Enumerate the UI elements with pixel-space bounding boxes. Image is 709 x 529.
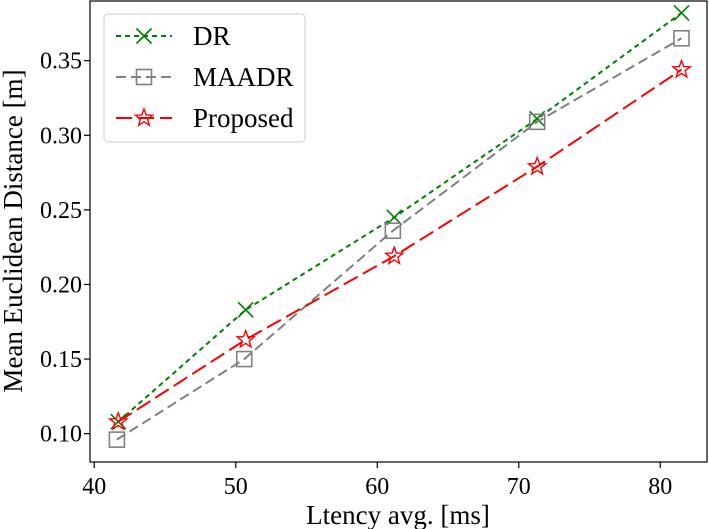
x-tick-label: 50 (224, 474, 248, 500)
x-axis: 40 50 60 70 80 (82, 462, 672, 500)
y-tick-label: 0.30 (40, 123, 82, 149)
series-layer (107, 4, 692, 448)
x-tick-label: 70 (507, 474, 531, 500)
legend-box (103, 13, 306, 143)
y-tick-label: 0.15 (40, 347, 82, 373)
data-point-maadr (235, 350, 253, 368)
data-point-dr (673, 4, 690, 22)
y-tick-label: 0.20 (40, 272, 82, 298)
legend: DR MAADR Proposed (103, 13, 306, 143)
legend-marker (133, 107, 155, 127)
legend-label: DR (193, 21, 231, 51)
series-line-maadr (116, 37, 683, 441)
y-tick-label: 0.10 (40, 422, 82, 448)
legend-marker (135, 68, 153, 86)
x-tick-label: 40 (82, 474, 106, 500)
legend-marker (135, 27, 153, 45)
data-point-proposed (671, 58, 692, 79)
legend-item-maadr: MAADR (116, 62, 294, 92)
data-point-dr (237, 301, 254, 318)
series-proposed (107, 58, 692, 431)
plot-frame (89, 0, 708, 463)
data-point-maadr (528, 113, 546, 131)
data-point-proposed (235, 328, 257, 349)
x-axis-label: Ltency avg. [ms] (306, 500, 490, 529)
data-point-proposed (107, 410, 129, 431)
legend-label: MAADR (193, 62, 294, 92)
y-axis: 0.10 0.15 0.20 0.25 0.30 0.35 (40, 49, 90, 448)
series-maadr (108, 29, 690, 448)
data-point-maadr (384, 222, 402, 240)
legend-item-proposed: Proposed (116, 103, 294, 133)
x-tick-label: 80 (648, 474, 672, 500)
data-point-proposed (526, 155, 548, 176)
legend-label: Proposed (193, 103, 294, 133)
data-point-maadr (673, 29, 690, 47)
x-tick-label: 60 (365, 474, 389, 500)
series-line-proposed (117, 68, 683, 423)
data-point-maadr (108, 431, 126, 448)
data-point-dr (386, 209, 403, 226)
y-tick-label: 0.35 (40, 49, 82, 75)
data-point-proposed (383, 245, 405, 266)
y-tick-label: 0.25 (40, 198, 82, 224)
y-axis-label: Mean Euclidean Distance [m] (0, 69, 28, 392)
legend-item-dr: DR (116, 21, 231, 51)
